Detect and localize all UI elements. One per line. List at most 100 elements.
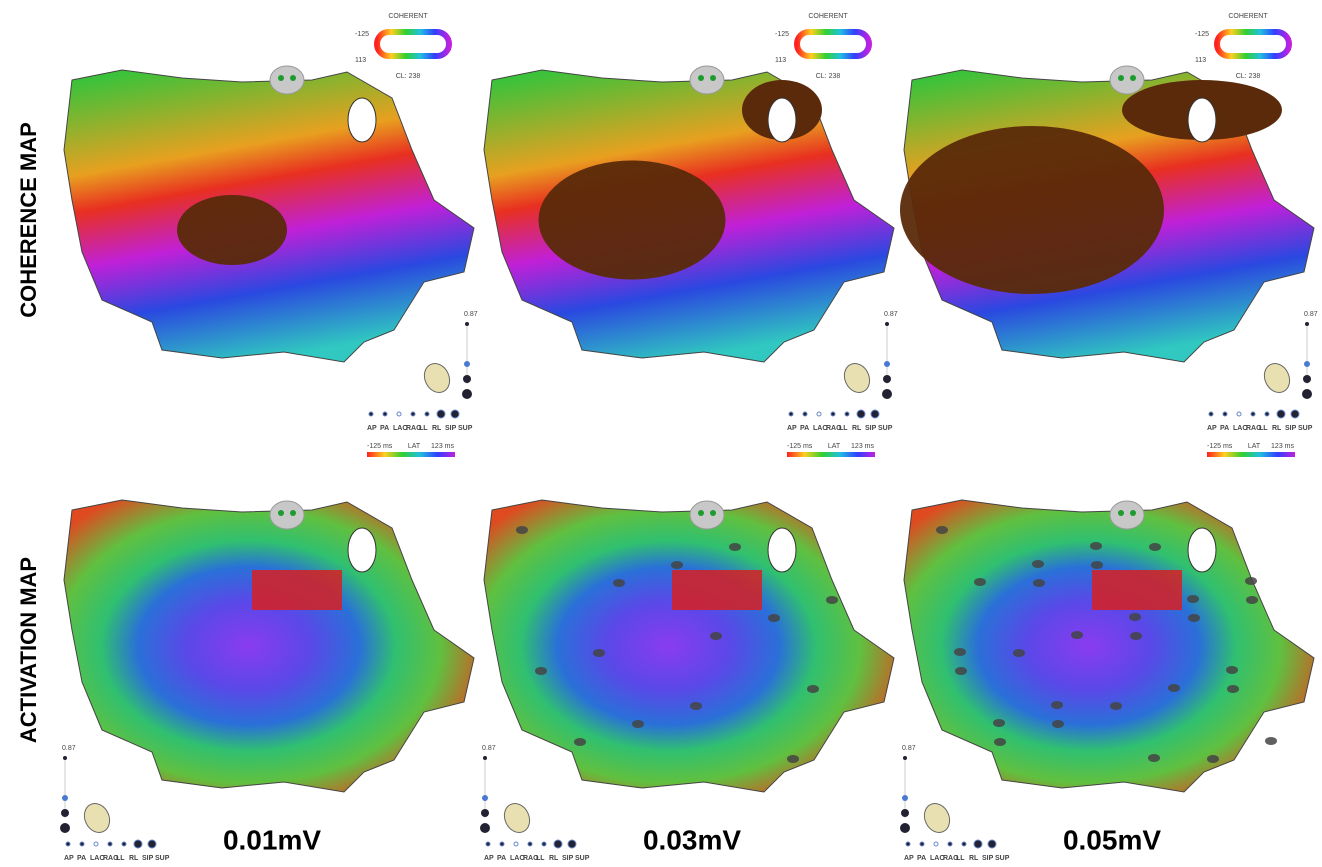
scar-dot [1052,720,1064,728]
view-label: RL [432,425,442,432]
face-eye [1130,75,1136,81]
scar-dot [826,596,838,604]
view-dot [857,410,865,418]
view-dot [1265,412,1269,416]
view-label: RL [129,855,139,862]
view-label: LL [419,425,428,432]
late-region [672,570,762,610]
threshold-label: 0.05mV [1063,824,1161,855]
atrial-map [484,500,894,792]
scale-dot [902,795,908,801]
view-label: SIP [865,425,877,432]
face-icon [270,501,304,529]
scale-dot [1305,322,1309,326]
scale-max: 0.87 [62,745,76,752]
face-eye [710,510,716,516]
view-label: AP [484,855,494,862]
valve [348,98,376,142]
view-label: RL [969,855,979,862]
legend-title: COHERENT [1228,13,1268,20]
scar-dot [1188,614,1200,622]
low-voltage-region [177,195,287,265]
lat-max: 123 ms [1271,443,1294,450]
view-label: SUP [458,425,473,432]
view-dot [1277,410,1285,418]
scar-dot [1032,560,1044,568]
view-dot [789,412,793,416]
view-dot [1209,412,1213,416]
view-label: SUP [1298,425,1313,432]
heart-icon [920,799,954,836]
view-label: SIP [1285,425,1297,432]
scar-dot [690,702,702,710]
view-label: PA [77,855,86,862]
scale-dot [885,322,889,326]
scar-dot [710,632,722,640]
lat-min: -125 ms [1207,443,1233,450]
scar-dot [1090,542,1102,550]
heart-icon [840,359,874,396]
scar-dot [1071,631,1083,639]
view-label: PA [1220,425,1229,432]
scar-dot [1168,684,1180,692]
legend-ring [377,32,449,56]
scale-dot [901,809,909,817]
heart-icon [80,799,114,836]
view-label: LL [116,855,125,862]
legend-cl: CL: 238 [816,73,841,80]
view-label: SUP [878,425,893,432]
scale-dot [464,361,470,367]
scar-dot [1110,702,1122,710]
legend-min: -125 [355,31,369,38]
view-dot [486,842,490,846]
scar-dot [1227,685,1239,693]
view-label: SUP [995,855,1010,862]
face-eye [278,75,284,81]
view-label: RL [1272,425,1282,432]
view-label: AP [64,855,74,862]
page: { "row_labels": ["COHERENCE MAP", "ACTIV… [0,0,1322,867]
face-eye [1118,75,1124,81]
scale-dot [463,375,471,383]
heart-icon [1260,359,1294,396]
legend-min: -125 [1195,31,1209,38]
coherence-panel: COHERENT-125113CL: 2380.87APPALAORAOLLRL… [484,13,898,457]
activation-panel: 0.87APPALAORAOLLRLSIPSUP0.01mV [60,500,474,862]
scar-dot [993,719,1005,727]
view-dot [514,842,518,846]
view-dot [425,412,429,416]
scar-dot [1051,701,1063,709]
scar-dot [955,667,967,675]
scale-dot [462,389,472,399]
view-label: RL [852,425,862,432]
view-dot [934,842,938,846]
valve [1188,528,1216,572]
view-dot [94,842,98,846]
view-label: SIP [445,425,457,432]
face-eye [698,510,704,516]
scar-dot [613,579,625,587]
scale-max: 0.87 [884,311,898,318]
view-dot [1223,412,1227,416]
lat-min: -125 ms [787,443,813,450]
atrial-map [904,500,1314,792]
late-region [1092,570,1182,610]
scar-dot [1246,596,1258,604]
scale-dot [1304,361,1310,367]
scale-dot [882,389,892,399]
view-dot [831,412,835,416]
view-dot [397,412,401,416]
view-label: SUP [155,855,170,862]
legend-cl: CL: 238 [1236,73,1261,80]
view-dot [803,412,807,416]
scar-dot [1226,666,1238,674]
scale-dot [900,823,910,833]
legend-ring [797,32,869,56]
view-dot [542,842,546,846]
scar-dot [632,720,644,728]
threshold-label: 0.03mV [643,824,741,855]
scale-max: 0.87 [1304,311,1318,318]
view-dot [451,410,459,418]
lat-min: -125 ms [367,443,393,450]
